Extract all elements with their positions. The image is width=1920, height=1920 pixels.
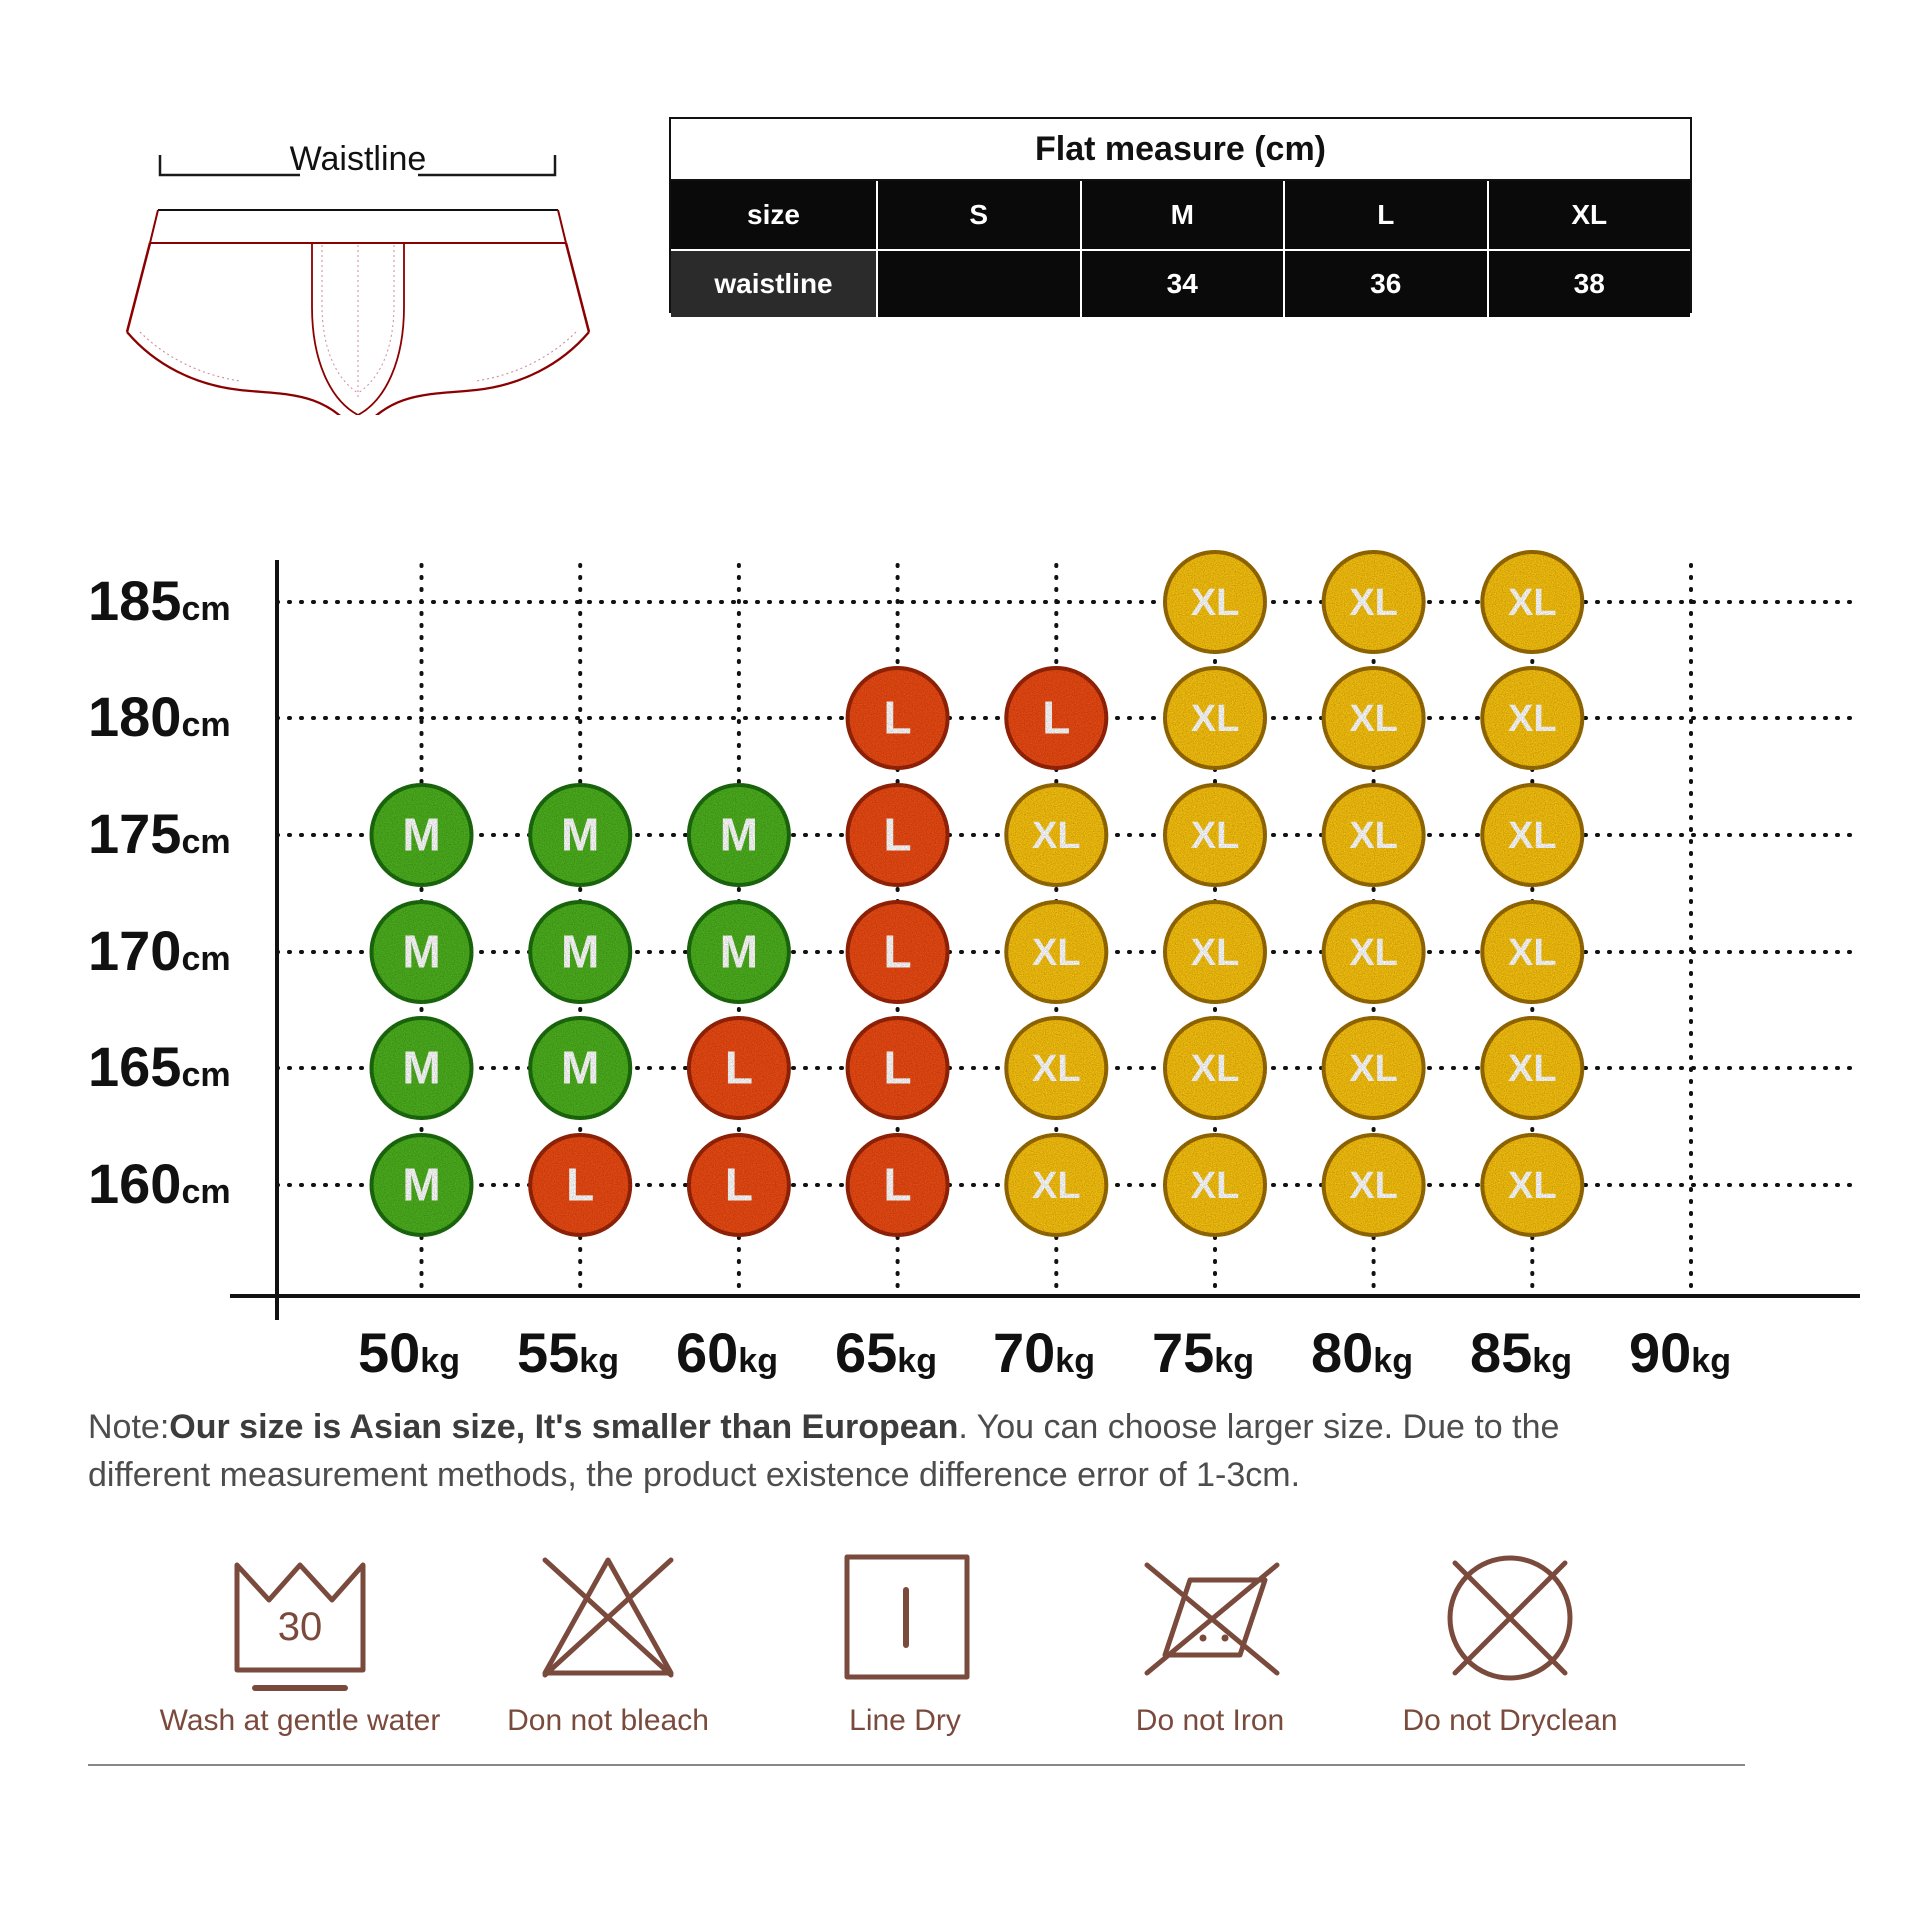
svg-text:XL: XL: [1508, 815, 1557, 857]
svg-text:185cm: 185cm: [88, 569, 231, 632]
svg-text:M: M: [561, 1042, 599, 1094]
svg-text:XL: XL: [1508, 698, 1557, 740]
svg-text:160cm: 160cm: [88, 1152, 231, 1215]
svg-text:L: L: [884, 809, 912, 861]
svg-text:175cm: 175cm: [88, 802, 231, 865]
svg-text:L: L: [725, 1042, 753, 1094]
svg-text:L: L: [725, 1159, 753, 1211]
svg-text:XL: XL: [1349, 932, 1398, 974]
svg-text:XL: XL: [1032, 815, 1081, 857]
svg-text:M: M: [561, 926, 599, 978]
svg-text:XL: XL: [1349, 1048, 1398, 1090]
svg-text:60kg: 60kg: [676, 1321, 778, 1384]
svg-text:XL: XL: [1032, 1048, 1081, 1090]
svg-text:65kg: 65kg: [835, 1321, 937, 1384]
svg-text:L: L: [1042, 692, 1070, 744]
svg-text:M: M: [720, 809, 758, 861]
svg-text:XL: XL: [1349, 815, 1398, 857]
svg-text:180cm: 180cm: [88, 685, 231, 748]
svg-text:XL: XL: [1191, 932, 1240, 974]
svg-text:165cm: 165cm: [88, 1035, 231, 1098]
svg-text:M: M: [402, 1042, 440, 1094]
svg-text:85kg: 85kg: [1470, 1321, 1572, 1384]
svg-text:L: L: [566, 1159, 594, 1211]
svg-text:70kg: 70kg: [993, 1321, 1095, 1384]
svg-text:XL: XL: [1191, 582, 1240, 624]
svg-text:XL: XL: [1191, 1048, 1240, 1090]
svg-text:80kg: 80kg: [1311, 1321, 1413, 1384]
svg-text:M: M: [720, 926, 758, 978]
svg-text:M: M: [402, 926, 440, 978]
svg-text:75kg: 75kg: [1152, 1321, 1254, 1384]
svg-text:XL: XL: [1349, 1165, 1398, 1207]
svg-text:L: L: [884, 926, 912, 978]
svg-text:M: M: [402, 1159, 440, 1211]
svg-text:XL: XL: [1508, 1048, 1557, 1090]
svg-text:55kg: 55kg: [517, 1321, 619, 1384]
svg-text:50kg: 50kg: [358, 1321, 460, 1384]
svg-text:90kg: 90kg: [1629, 1321, 1731, 1384]
svg-text:M: M: [402, 809, 440, 861]
svg-text:XL: XL: [1191, 1165, 1240, 1207]
svg-text:XL: XL: [1349, 582, 1398, 624]
svg-text:L: L: [884, 1159, 912, 1211]
svg-text:M: M: [561, 809, 599, 861]
svg-text:L: L: [884, 692, 912, 744]
svg-text:170cm: 170cm: [88, 919, 231, 982]
svg-text:XL: XL: [1508, 932, 1557, 974]
svg-text:XL: XL: [1349, 698, 1398, 740]
svg-text:XL: XL: [1508, 1165, 1557, 1207]
svg-text:L: L: [884, 1042, 912, 1094]
svg-text:XL: XL: [1032, 932, 1081, 974]
svg-text:XL: XL: [1191, 815, 1240, 857]
svg-text:XL: XL: [1508, 582, 1557, 624]
svg-text:XL: XL: [1032, 1165, 1081, 1207]
svg-text:XL: XL: [1191, 698, 1240, 740]
